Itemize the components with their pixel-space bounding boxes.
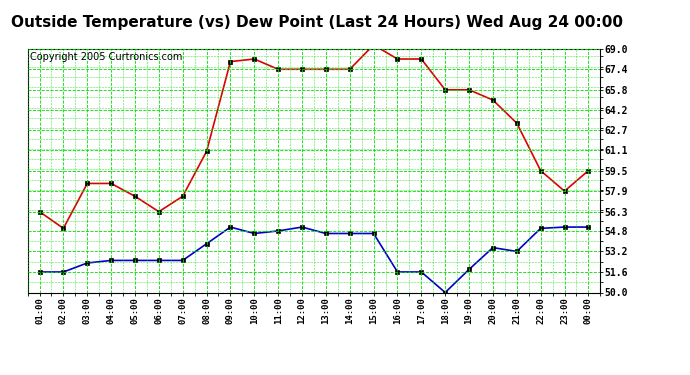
Text: Outside Temperature (vs) Dew Point (Last 24 Hours) Wed Aug 24 00:00: Outside Temperature (vs) Dew Point (Last… (12, 15, 623, 30)
Text: Copyright 2005 Curtronics.com: Copyright 2005 Curtronics.com (30, 53, 183, 62)
